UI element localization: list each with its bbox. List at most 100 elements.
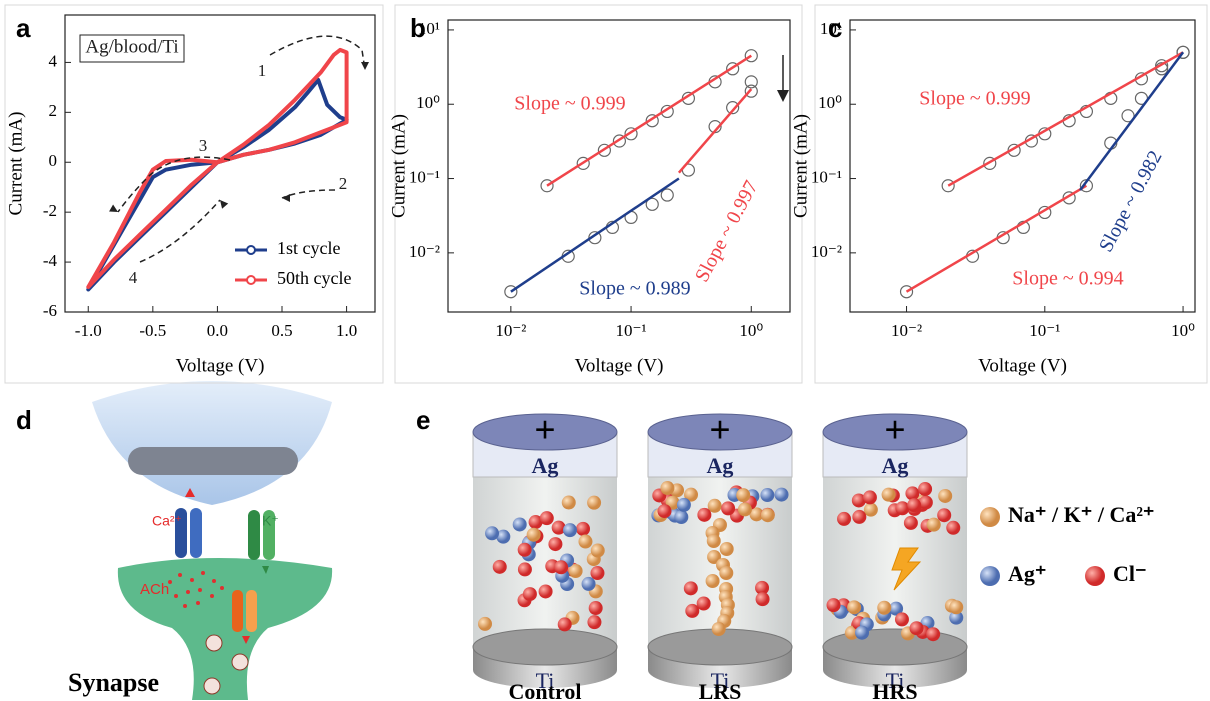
x-tick-label: 10⁰ — [1171, 321, 1195, 340]
legend-label: Cl⁻ — [1113, 561, 1147, 586]
y-tick-label: 10⁰ — [416, 93, 440, 112]
ion-particle — [847, 600, 861, 614]
ti-top — [473, 629, 617, 665]
ion-particle — [677, 498, 691, 512]
ion-particle — [827, 598, 841, 612]
ion-particle — [949, 600, 963, 614]
ion-particle — [927, 518, 941, 532]
ion-particle — [706, 574, 720, 588]
ion-particle — [674, 510, 688, 524]
y-tick-label: 0 — [49, 151, 58, 170]
x-tick-label: 10⁰ — [739, 321, 763, 340]
vesicle-band — [128, 447, 298, 475]
ion-particle — [697, 597, 711, 611]
x-tick-label: -1.0 — [75, 321, 102, 340]
ion-particle — [590, 566, 604, 580]
ion-particle — [895, 501, 909, 515]
ion-particle — [554, 560, 568, 574]
ion-label: K⁺ — [262, 513, 279, 529]
ion-particle — [684, 581, 698, 595]
ion-particle — [918, 482, 932, 496]
ion-particle — [720, 542, 734, 556]
ion-particle — [775, 488, 789, 502]
ion-particle — [563, 523, 577, 537]
annotation: 3 — [199, 136, 208, 155]
x-tick-label: 10⁻² — [891, 321, 922, 340]
panel-label: a — [16, 13, 31, 43]
ion-particle — [938, 489, 952, 503]
legend-label: 50th cycle — [277, 268, 351, 288]
presynaptic-terminal — [92, 381, 332, 505]
ion-particle — [852, 510, 866, 524]
cell-caption: HRS — [872, 679, 917, 701]
ion-particle — [863, 490, 877, 504]
y-tick-label: 10¹ — [820, 19, 842, 38]
ion-particle — [905, 486, 919, 500]
ion-particle — [582, 577, 596, 591]
x-tick-label: 0.0 — [207, 321, 228, 340]
y-tick-label: -2 — [43, 201, 57, 220]
x-tick-label: 10⁻¹ — [1029, 321, 1060, 340]
panel-border — [815, 5, 1207, 383]
fit-line — [547, 56, 751, 186]
ion-particle — [882, 488, 896, 502]
cycle-arrow — [270, 36, 365, 70]
electrode-sign: + — [709, 409, 730, 450]
y-axis-label: Current (mA) — [5, 112, 26, 216]
ion-particle — [589, 601, 603, 615]
y-tick-label: 10⁻¹ — [409, 167, 440, 186]
ion-particle — [721, 501, 735, 515]
x-axis-label: Voltage (V) — [176, 355, 265, 376]
fit-line — [511, 179, 679, 292]
panel: c10⁻²10⁻¹10⁰10⁻²10⁻¹10⁰10¹Voltage (V)Cur… — [790, 5, 1207, 383]
panel-d: d Ca²⁺ K⁺ ACh Synapse — [16, 381, 332, 700]
ion-particle — [937, 508, 951, 522]
annotation: Slope ~ 0.989 — [579, 278, 690, 300]
ion-particle — [712, 622, 726, 636]
ion-particle — [518, 543, 532, 557]
legend-marker — [247, 246, 255, 254]
ion-particle — [697, 508, 711, 522]
ion-particle — [761, 508, 775, 522]
legend-label: 1st cycle — [277, 238, 340, 258]
ion-particle — [493, 560, 507, 574]
ion-particle — [707, 534, 721, 548]
annotation: Slope ~ 0.997 — [691, 177, 763, 286]
x-tick-label: 10⁻² — [495, 321, 526, 340]
annotation: 1 — [258, 61, 267, 80]
ion-particle — [578, 535, 592, 549]
ion-particle — [587, 496, 601, 510]
ion-particle — [760, 488, 774, 502]
annotation: 2 — [339, 174, 348, 193]
ion-particle — [719, 566, 733, 580]
electrode-label: Ag — [707, 453, 734, 478]
fit-line — [1080, 52, 1183, 190]
y-tick-label: 10⁻² — [811, 242, 842, 261]
ion-particle — [895, 612, 909, 626]
ion-particle — [539, 584, 553, 598]
ion-particle — [855, 626, 869, 640]
panel-e: e +AgTiControl+AgTiLRS+AgTiHRSNa⁺ / K⁺ /… — [416, 405, 1155, 701]
ion-particle — [919, 495, 933, 509]
data-point — [942, 180, 954, 192]
annotation: Slope ~ 0.999 — [919, 88, 1030, 110]
annotation: Slope ~ 0.999 — [514, 93, 625, 115]
ion-label: Ca²⁺ — [152, 513, 182, 529]
ion-particle — [558, 617, 572, 631]
ion-particle — [548, 537, 562, 551]
ion-particle — [660, 481, 674, 495]
arrow-head — [282, 194, 290, 202]
x-axis-label: Voltage (V) — [978, 355, 1067, 376]
ion-particle — [513, 517, 527, 531]
ion-particle — [736, 488, 750, 502]
ion-particle — [523, 587, 537, 601]
y-tick-label: 10⁻¹ — [811, 167, 842, 186]
y-tick-label: 10¹ — [418, 19, 440, 38]
y-axis-label: Current (mA) — [790, 114, 811, 218]
annotation: Slope ~ 0.994 — [1012, 268, 1123, 290]
panel-label: e — [416, 405, 430, 435]
ion-particle — [562, 496, 576, 510]
legend-marker — [980, 566, 1000, 586]
arrow-head — [217, 197, 228, 208]
ion-particle — [756, 592, 770, 606]
